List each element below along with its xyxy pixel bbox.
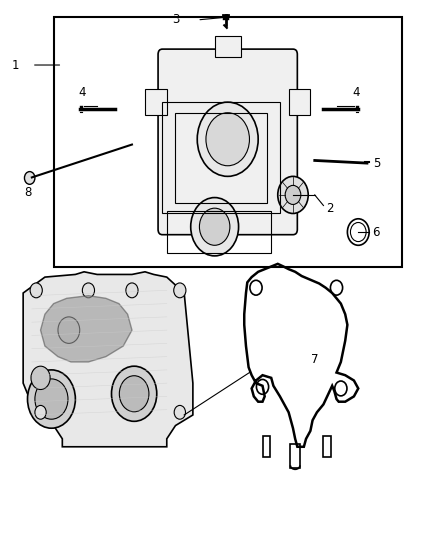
Bar xyxy=(323,436,331,457)
Text: 7: 7 xyxy=(311,353,318,366)
Circle shape xyxy=(112,366,157,421)
Circle shape xyxy=(174,406,185,419)
Bar xyxy=(162,102,280,214)
Bar xyxy=(262,436,270,457)
Circle shape xyxy=(174,283,186,298)
Polygon shape xyxy=(41,296,132,362)
Bar xyxy=(176,113,267,203)
Text: 4: 4 xyxy=(78,86,86,100)
Circle shape xyxy=(28,370,75,428)
Bar xyxy=(145,89,167,115)
Bar xyxy=(167,211,271,253)
Bar xyxy=(290,444,300,468)
Circle shape xyxy=(206,113,250,166)
Circle shape xyxy=(119,376,149,412)
Circle shape xyxy=(285,185,301,205)
Text: 1: 1 xyxy=(11,59,19,71)
Circle shape xyxy=(35,406,46,419)
Circle shape xyxy=(191,198,239,256)
Text: 3: 3 xyxy=(173,13,180,27)
Bar xyxy=(215,36,241,57)
Text: 6: 6 xyxy=(372,225,380,239)
Circle shape xyxy=(126,283,138,298)
Text: 5: 5 xyxy=(374,157,381,169)
Text: 4: 4 xyxy=(352,86,360,100)
Circle shape xyxy=(278,176,308,214)
FancyBboxPatch shape xyxy=(158,49,297,235)
Circle shape xyxy=(31,366,50,390)
Circle shape xyxy=(35,379,68,419)
Circle shape xyxy=(197,102,258,176)
Bar xyxy=(289,89,311,115)
Bar xyxy=(53,17,402,266)
Circle shape xyxy=(82,283,95,298)
Text: 2: 2 xyxy=(325,201,333,215)
Text: 8: 8 xyxy=(24,186,31,199)
Polygon shape xyxy=(23,272,193,447)
Circle shape xyxy=(30,283,42,298)
Circle shape xyxy=(199,208,230,245)
Circle shape xyxy=(25,172,35,184)
Circle shape xyxy=(58,317,80,343)
